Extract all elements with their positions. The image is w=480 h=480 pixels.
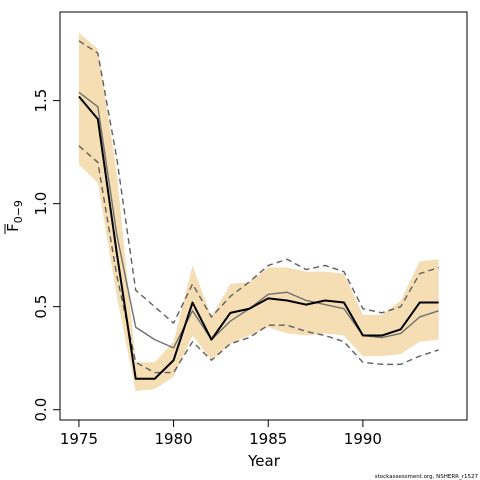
svg-text:F0−9: F0−9 xyxy=(4,200,25,232)
y-tick-label: 1.5 xyxy=(32,89,50,113)
x-tick-label: 1985 xyxy=(249,430,287,448)
y-axis: 0.0 0.5 1.0 1.5 xyxy=(32,89,60,422)
x-axis: 1975 1980 1985 1990 xyxy=(60,420,382,448)
y-axis-title-subscript: 0−9 xyxy=(12,200,25,223)
y-axis-title-main: F xyxy=(4,223,22,232)
y-tick-label: 0.0 xyxy=(32,398,50,422)
y-tick-label: 0.5 xyxy=(32,295,50,319)
x-tick-label: 1980 xyxy=(154,430,192,448)
plot-area xyxy=(78,32,439,392)
x-tick-label: 1990 xyxy=(344,430,382,448)
series-line-estimate xyxy=(78,95,439,380)
plot-frame xyxy=(59,11,468,421)
confidence-band xyxy=(78,32,439,392)
x-tick-label: 1975 xyxy=(60,430,98,448)
series-line-comparison xyxy=(78,91,439,349)
x-axis-title: Year xyxy=(247,452,281,470)
credit-text: stockassessment.org, NSHERR_r1527 xyxy=(375,474,479,480)
y-tick-label: 1.0 xyxy=(32,192,50,216)
series-line-lower-dashed xyxy=(78,145,439,374)
y-axis-title: F0−9 xyxy=(4,200,25,234)
